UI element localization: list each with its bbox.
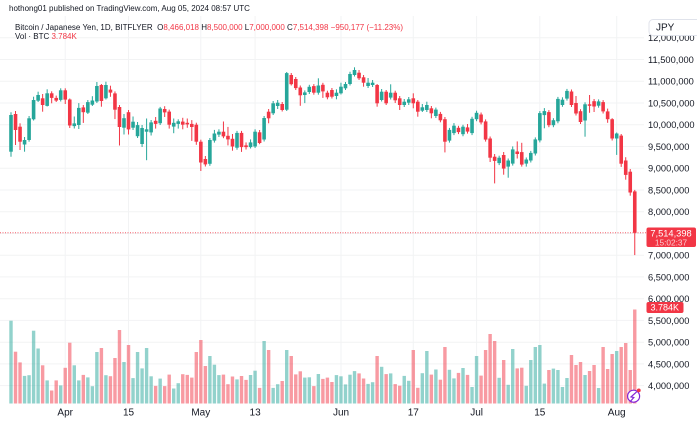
svg-text:12,000,000: 12,000,000 — [648, 33, 695, 43]
svg-text:8,000,000: 8,000,000 — [648, 207, 689, 217]
svg-text:3.784K: 3.784K — [651, 303, 680, 313]
svg-text:15:02:37: 15:02:37 — [655, 238, 688, 248]
svg-text:7,514,398: 7,514,398 — [650, 229, 691, 239]
svg-text:9,000,000: 9,000,000 — [648, 164, 689, 174]
svg-text:Aug: Aug — [608, 408, 626, 419]
svg-text:15: 15 — [123, 408, 135, 419]
svg-text:6,000,000: 6,000,000 — [648, 294, 689, 304]
svg-text:6,500,000: 6,500,000 — [648, 272, 689, 282]
svg-text:Apr: Apr — [57, 408, 73, 419]
svg-text:4,500,000: 4,500,000 — [648, 359, 689, 369]
svg-text:9,500,000: 9,500,000 — [648, 142, 689, 152]
svg-text:17: 17 — [408, 408, 420, 419]
svg-text:15: 15 — [534, 408, 546, 419]
svg-text:Jun: Jun — [333, 408, 349, 419]
svg-text:5,500,000: 5,500,000 — [648, 316, 689, 326]
svg-text:10,500,000: 10,500,000 — [648, 98, 695, 108]
svg-text:11,000,000: 11,000,000 — [648, 77, 694, 87]
svg-text:Jul: Jul — [470, 408, 483, 419]
svg-text:7,000,000: 7,000,000 — [648, 251, 689, 261]
svg-text:13: 13 — [250, 408, 262, 419]
svg-text:10,000,000: 10,000,000 — [648, 120, 695, 130]
svg-text:5,000,000: 5,000,000 — [648, 338, 689, 348]
svg-text:JPY: JPY — [656, 23, 675, 34]
svg-text:11,500,000: 11,500,000 — [648, 55, 694, 65]
svg-text:May: May — [191, 408, 210, 419]
svg-text:4,000,000: 4,000,000 — [648, 381, 689, 391]
svg-text:8,500,000: 8,500,000 — [648, 185, 689, 195]
